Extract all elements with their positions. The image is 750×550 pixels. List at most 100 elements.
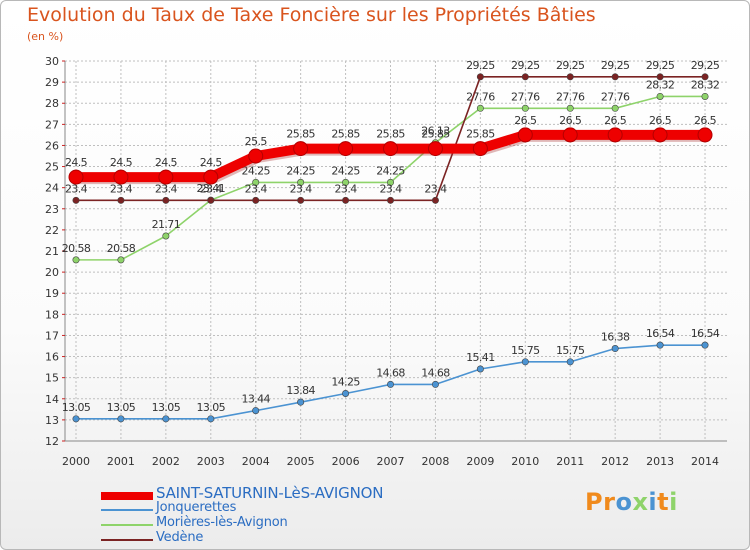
data-point — [297, 398, 305, 406]
data-point — [652, 127, 668, 143]
data-label: 26.5 — [649, 114, 672, 127]
data-label: 23.4 — [200, 182, 223, 195]
logo-letter: r — [603, 488, 616, 516]
data-label: 26.5 — [604, 114, 627, 127]
data-point — [387, 196, 395, 204]
data-point — [117, 256, 125, 264]
data-label: 29.25 — [646, 59, 675, 72]
y-tick-label: 17 — [45, 329, 59, 342]
data-point — [517, 127, 533, 143]
data-point — [342, 389, 350, 397]
data-label: 25.85 — [331, 128, 360, 141]
data-label: 27.76 — [511, 90, 540, 103]
data-point — [566, 73, 574, 81]
data-point — [566, 104, 574, 112]
y-tick-label: 29 — [45, 76, 59, 89]
data-point — [566, 358, 574, 366]
data-point — [297, 178, 305, 186]
data-point — [158, 169, 174, 185]
data-label: 28.32 — [691, 78, 720, 91]
data-point — [607, 127, 623, 143]
data-label: 29.25 — [691, 59, 720, 72]
data-label: 25.85 — [286, 128, 315, 141]
data-point — [701, 92, 709, 100]
y-tick-label: 25 — [45, 161, 59, 174]
data-point — [117, 415, 125, 423]
data-point — [252, 178, 260, 186]
legend-label-morieres: Morières-lès-Avignon — [156, 515, 288, 530]
y-tick-label: 28 — [45, 97, 59, 110]
data-point — [297, 196, 305, 204]
data-label: 29.25 — [466, 59, 495, 72]
data-label: 15.75 — [511, 344, 540, 357]
data-point — [656, 73, 664, 81]
data-label: 24.25 — [241, 164, 270, 177]
y-tick-label: 27 — [45, 118, 59, 131]
data-point — [338, 141, 354, 157]
y-tick-label: 26 — [45, 139, 59, 152]
data-label: 27.76 — [556, 90, 585, 103]
data-label: 14.68 — [421, 366, 450, 379]
y-tick-label: 12 — [45, 435, 59, 448]
data-label: 26.5 — [559, 114, 582, 127]
data-point — [701, 341, 709, 349]
legend-swatch-saint-saturnin — [101, 492, 153, 500]
data-point — [611, 345, 619, 353]
x-tick-label: 2000 — [62, 455, 90, 468]
y-tick-label: 13 — [45, 414, 59, 427]
data-point — [476, 73, 484, 81]
data-label: 24.5 — [65, 156, 88, 169]
y-tick-label: 19 — [45, 287, 59, 300]
logo-letter: t — [657, 488, 670, 516]
data-label: 15.75 — [556, 344, 585, 357]
data-point — [72, 196, 80, 204]
data-point — [207, 415, 215, 423]
y-tick-label: 23 — [45, 203, 59, 216]
data-point — [656, 92, 664, 100]
data-point — [72, 415, 80, 423]
data-point — [252, 407, 260, 415]
data-point — [656, 341, 664, 349]
data-label: 25.85 — [466, 128, 495, 141]
data-label: 13.44 — [241, 393, 270, 406]
x-tick-label: 2001 — [107, 455, 135, 468]
legend-swatch-jonquerettes — [101, 509, 153, 511]
data-label: 24.25 — [376, 164, 405, 177]
data-label: 25.85 — [376, 128, 405, 141]
data-label: 27.76 — [466, 90, 495, 103]
data-label: 13.05 — [107, 401, 136, 414]
data-point — [293, 141, 309, 157]
data-label: 13.05 — [152, 401, 181, 414]
data-label: 24.5 — [200, 156, 223, 169]
data-point — [252, 196, 260, 204]
x-tick-label: 2003 — [197, 455, 225, 468]
data-point — [562, 127, 578, 143]
x-tick-label: 2005 — [287, 455, 315, 468]
data-label: 29.25 — [556, 59, 585, 72]
data-label: 26.5 — [514, 114, 537, 127]
data-point — [162, 415, 170, 423]
data-point — [387, 178, 395, 186]
data-label: 24.25 — [286, 164, 315, 177]
data-point — [207, 196, 215, 204]
data-label: 14.68 — [376, 366, 405, 379]
legend-label-saint-saturnin: SAINT-SATURNIN-LèS-AVIGNON — [156, 484, 384, 502]
x-tick-label: 2012 — [601, 455, 629, 468]
x-tick-label: 2014 — [691, 455, 719, 468]
data-point — [383, 141, 399, 157]
y-tick-label: 30 — [45, 55, 59, 68]
x-tick-label: 2011 — [556, 455, 584, 468]
y-tick-label: 16 — [45, 351, 59, 364]
x-tick-label: 2002 — [152, 455, 180, 468]
data-label: 14.25 — [331, 376, 360, 389]
x-tick-label: 2009 — [466, 455, 494, 468]
data-label: 23.4 — [245, 182, 268, 195]
data-point — [611, 104, 619, 112]
data-point — [113, 169, 129, 185]
data-point — [611, 73, 619, 81]
data-label: 29.25 — [601, 59, 630, 72]
data-point — [162, 232, 170, 240]
data-label: 23.4 — [424, 182, 447, 195]
